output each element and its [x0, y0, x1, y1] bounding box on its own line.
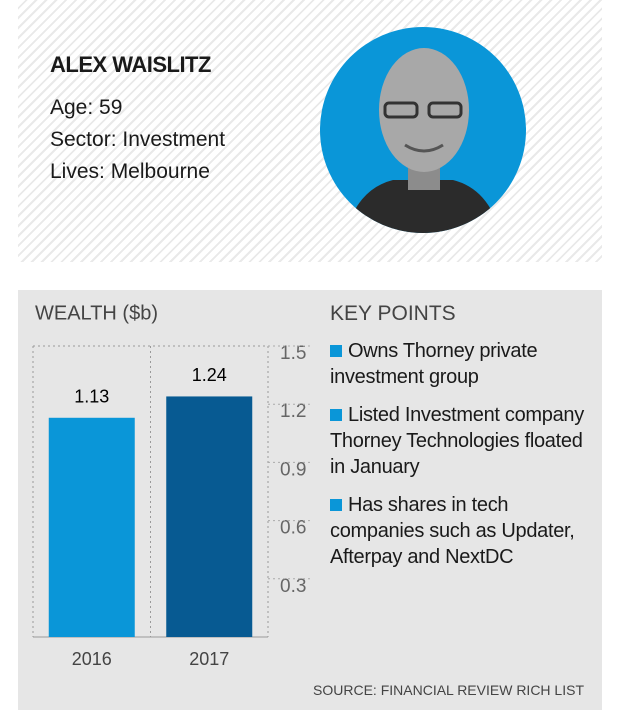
source: SOURCE: FINANCIAL REVIEW RICH LIST — [313, 682, 584, 698]
profile-panel: ALEX WAISLITZ Age: 59 Sector: Investment… — [18, 0, 602, 262]
portrait — [320, 27, 526, 233]
bar — [48, 417, 135, 637]
person-lives: Lives: Melbourne — [50, 160, 210, 183]
bar — [166, 396, 253, 637]
key-points-title: KEY POINTS — [330, 302, 456, 325]
person-name: ALEX WAISLITZ — [50, 52, 211, 77]
info-panel: WEALTH ($b) 0.3 0.6 0.9 1.2 1.5 2016 1.13 2017 1… — [18, 290, 602, 710]
value-label: 1.24 — [192, 365, 227, 385]
chart: WEALTH ($b) 0.3 0.6 0.9 1.2 1.5 2016 1.13 2017 1… — [32, 302, 310, 669]
key-point: Owns Thorney private investment group — [330, 338, 592, 390]
person-age: Age: 59 — [50, 96, 123, 119]
y-tick-label: 0.9 — [280, 459, 306, 480]
y-tick-label: 0.3 — [280, 576, 306, 597]
key-points: KEY POINTS Owns Thorney private investme… — [330, 290, 592, 582]
y-tick-label: 0.6 — [280, 518, 306, 539]
chart-title: WEALTH ($b) — [35, 302, 158, 324]
y-tick-label: 1.2 — [280, 401, 306, 422]
person-sector: Sector: Investment — [50, 128, 226, 151]
key-point: Has shares in tech companies such as Upd… — [330, 492, 592, 570]
value-label: 1.13 — [74, 387, 109, 407]
y-tick-label: 1.5 — [280, 343, 306, 364]
key-point: Listed Investment company Thorney Techno… — [330, 402, 592, 480]
x-tick-label: 2017 — [189, 649, 229, 669]
x-tick-label: 2016 — [72, 649, 112, 669]
